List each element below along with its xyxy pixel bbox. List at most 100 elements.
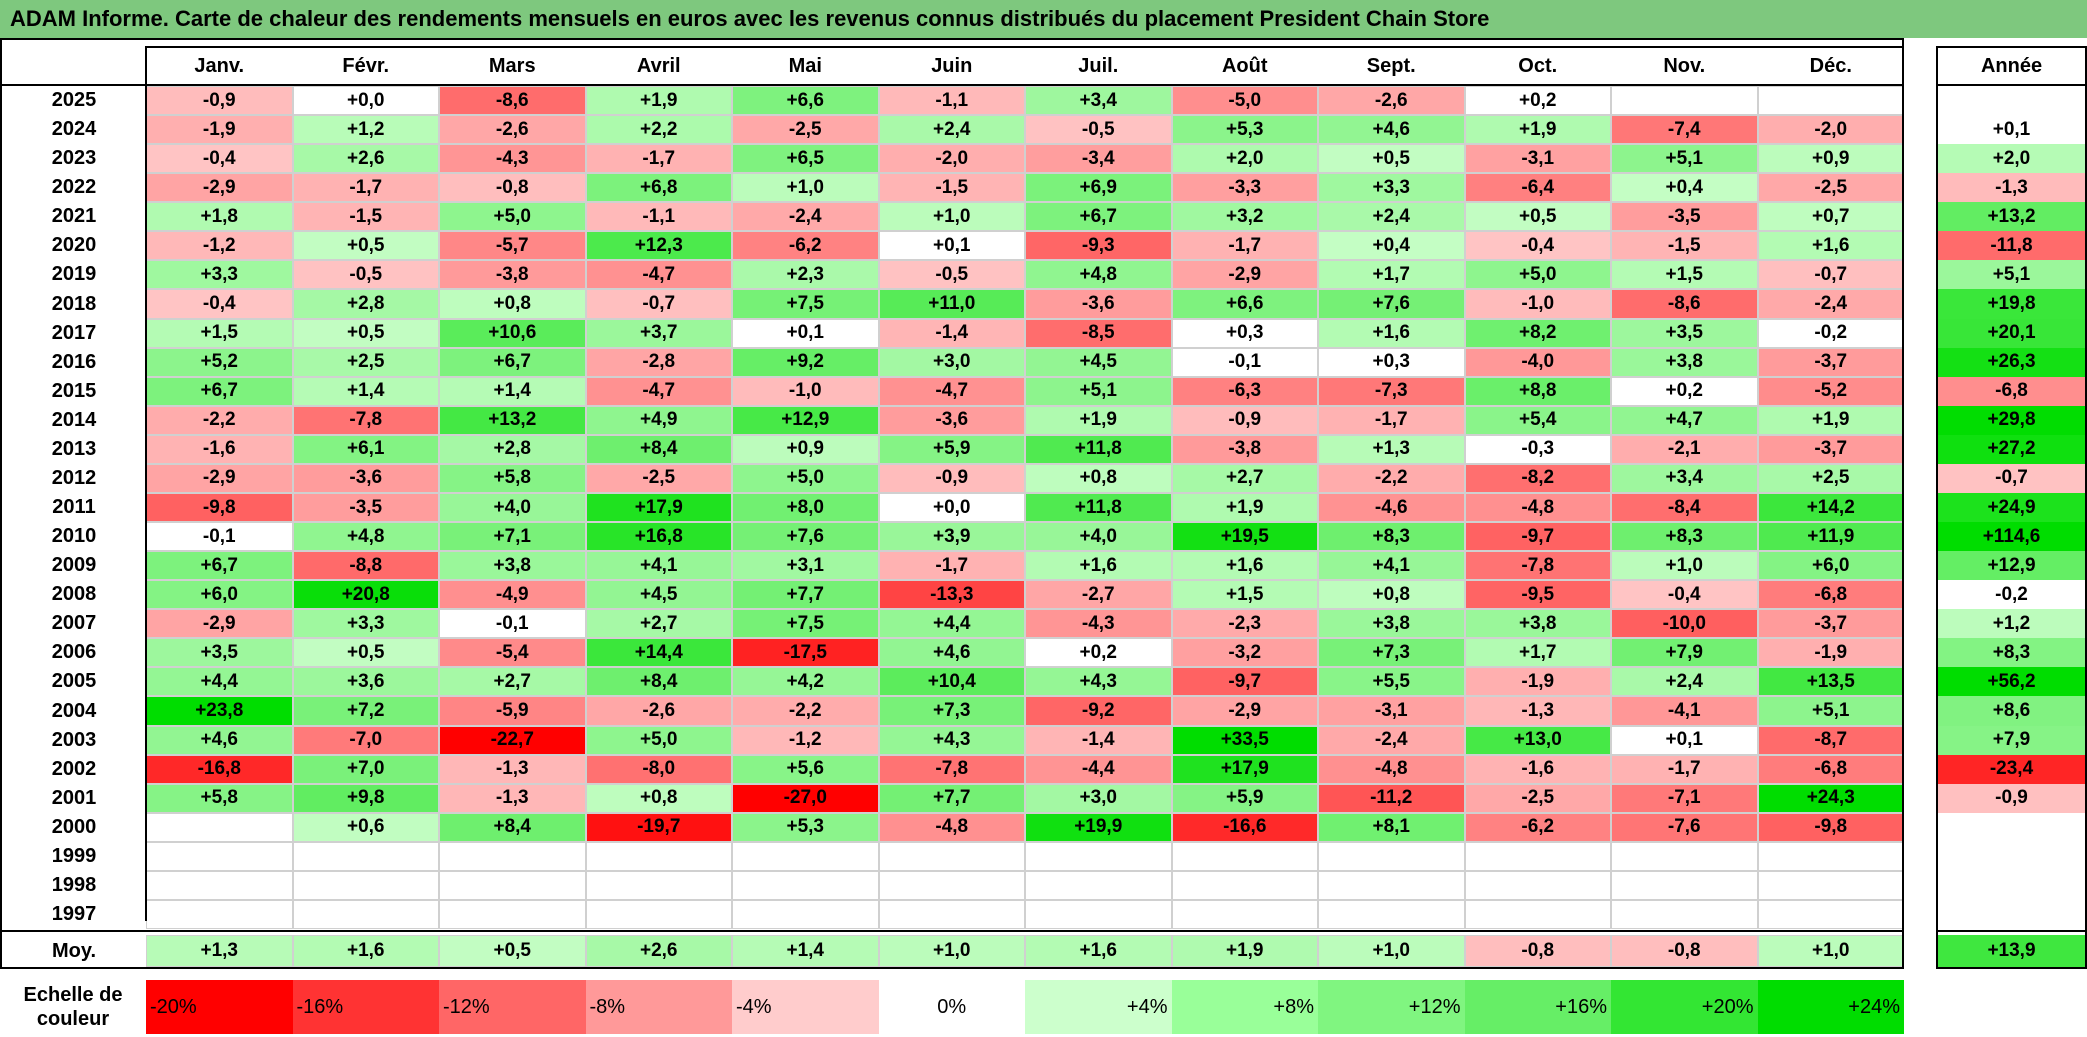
heatmap-cell: +0,1 [1611, 725, 1758, 755]
heatmap-cell [1171, 841, 1318, 871]
heatmap-cell: -1,2 [146, 231, 293, 261]
heatmap-cell: +14,4 [585, 638, 732, 668]
heatmap-cell: +9,8 [292, 783, 439, 813]
heatmap-cell: +3,0 [878, 347, 1025, 377]
annual-cell: +56,2 [1938, 667, 2085, 697]
color-scale-swatch: +8% [1171, 980, 1318, 1034]
year-label: 2020 [51, 234, 97, 257]
heatmap-cell: +0,7 [1757, 202, 1904, 232]
heatmap-cell: +8,1 [1318, 812, 1465, 842]
average-cell: +1,6 [1025, 935, 1172, 967]
heatmap-cell: -4,7 [585, 260, 732, 290]
annual-cell: +7,9 [1938, 725, 2085, 755]
heatmap-cell: -3,7 [1757, 347, 1904, 377]
month-header: Mars [488, 54, 536, 77]
heatmap-cell: +3,3 [1318, 173, 1465, 203]
heatmap-cell: +7,9 [1611, 638, 1758, 668]
heatmap-cell: -2,1 [1611, 434, 1758, 464]
heatmap-cell: +0,2 [1464, 86, 1611, 116]
heatmap-cell: +5,0 [1464, 260, 1611, 290]
heatmap-cell: -9,7 [1171, 667, 1318, 697]
heatmap-cell: -7,8 [878, 754, 1025, 784]
heatmap-cell: -4,7 [878, 376, 1025, 406]
heatmap-cell: -4,0 [1464, 347, 1611, 377]
annual-cell: +12,9 [1938, 551, 2085, 581]
heatmap-cell: +19,9 [1025, 812, 1172, 842]
heatmap-cell: -4,6 [1318, 492, 1465, 523]
heatmap-cell [1318, 870, 1465, 900]
heatmap-cell: +7,5 [732, 289, 879, 319]
average-cell: -0,8 [1464, 935, 1611, 967]
annual-cell: +29,8 [1938, 405, 2085, 435]
heatmap-cell: +5,8 [439, 463, 586, 493]
heatmap-cell: -9,3 [1025, 231, 1172, 261]
heatmap-cell: +8,0 [732, 492, 879, 523]
month-header: Janv. [194, 54, 245, 77]
heatmap-cell: +1,9 [1025, 405, 1172, 435]
heatmap-cell: -1,2 [732, 725, 879, 755]
heatmap-cell: -3,6 [878, 405, 1025, 435]
heatmap-cell: -0,9 [146, 86, 293, 116]
heatmap-cell: +4,6 [878, 638, 1025, 668]
heatmap-cell [1757, 870, 1904, 900]
month-header: Mai [788, 54, 822, 77]
heatmap-cell: +7,5 [732, 609, 879, 639]
heatmap-cell: +5,1 [1025, 376, 1172, 406]
heatmap-cell: -5,0 [1171, 86, 1318, 116]
heatmap-cell: -3,8 [1171, 434, 1318, 464]
heatmap-cell: +1,0 [1611, 551, 1758, 581]
year-label: 1998 [51, 873, 97, 896]
heatmap-cell: +0,0 [292, 86, 439, 116]
heatmap-cell [1171, 870, 1318, 900]
heatmap-cell: +1,6 [1757, 231, 1904, 261]
annual-cell: +0,1 [1938, 115, 2085, 145]
heatmap-cell: +3,4 [1611, 463, 1758, 493]
heatmap-cell: +5,0 [439, 202, 586, 232]
annual-header-border [1936, 84, 2087, 86]
heatmap-cell: +7,1 [439, 522, 586, 552]
average-cell: +1,3 [146, 935, 293, 967]
heatmap-cell: +6,1 [292, 434, 439, 464]
heatmap-cell: +6,9 [1025, 173, 1172, 203]
month-header: Févr. [342, 54, 390, 77]
heatmap-cell: +4,1 [1318, 551, 1465, 581]
heatmap-cell: -17,5 [732, 638, 879, 668]
heatmap-cell: +13,2 [439, 405, 586, 435]
heatmap-cell: +2,2 [585, 115, 732, 145]
heatmap-cell: -6,8 [1757, 754, 1904, 784]
heatmap-cell: +4,2 [732, 667, 879, 697]
heatmap-cell: -0,1 [1171, 347, 1318, 377]
heatmap-cell: +3,9 [878, 522, 1025, 552]
heatmap-cell: +7,2 [292, 696, 439, 726]
heatmap-cell: -4,9 [439, 580, 586, 610]
annual-cell: -1,3 [1938, 173, 2085, 203]
heatmap-cell: +7,3 [1318, 638, 1465, 668]
heatmap-cell: +5,0 [732, 463, 879, 493]
average-cell: +1,0 [1757, 935, 1904, 967]
heatmap-cell [732, 899, 879, 930]
heatmap-cell: -4,8 [1318, 754, 1465, 784]
year-label: 2009 [51, 554, 97, 577]
year-label: 2019 [51, 263, 97, 286]
annual-cell [1938, 870, 2085, 900]
heatmap-cell: +0,5 [292, 231, 439, 261]
year-label: 2000 [51, 815, 97, 838]
heatmap-cell: -3,5 [1611, 202, 1758, 232]
heatmap-cell: -2,4 [1757, 289, 1904, 319]
average-cell: +0,5 [439, 935, 586, 967]
heatmap-cell [1464, 899, 1611, 930]
color-scale-swatch: +20% [1611, 980, 1758, 1034]
heatmap-cell: +8,2 [1464, 318, 1611, 348]
heatmap-cell: -6,3 [1171, 376, 1318, 406]
heatmap-cell: -0,4 [146, 144, 293, 174]
heatmap-cell: +13,0 [1464, 725, 1611, 755]
heatmap-cell: -7,3 [1318, 376, 1465, 406]
heatmap-cell: +5,0 [585, 725, 732, 755]
heatmap-cell: +2,8 [439, 434, 586, 464]
heatmap-cell: -2,2 [1318, 463, 1465, 493]
heatmap-cell: +5,3 [1171, 115, 1318, 145]
heatmap-cell: -27,0 [732, 783, 879, 813]
heatmap-cell: -1,9 [1757, 638, 1904, 668]
heatmap-cell: -2,6 [1318, 86, 1465, 116]
heatmap-cell: +14,2 [1757, 492, 1904, 523]
